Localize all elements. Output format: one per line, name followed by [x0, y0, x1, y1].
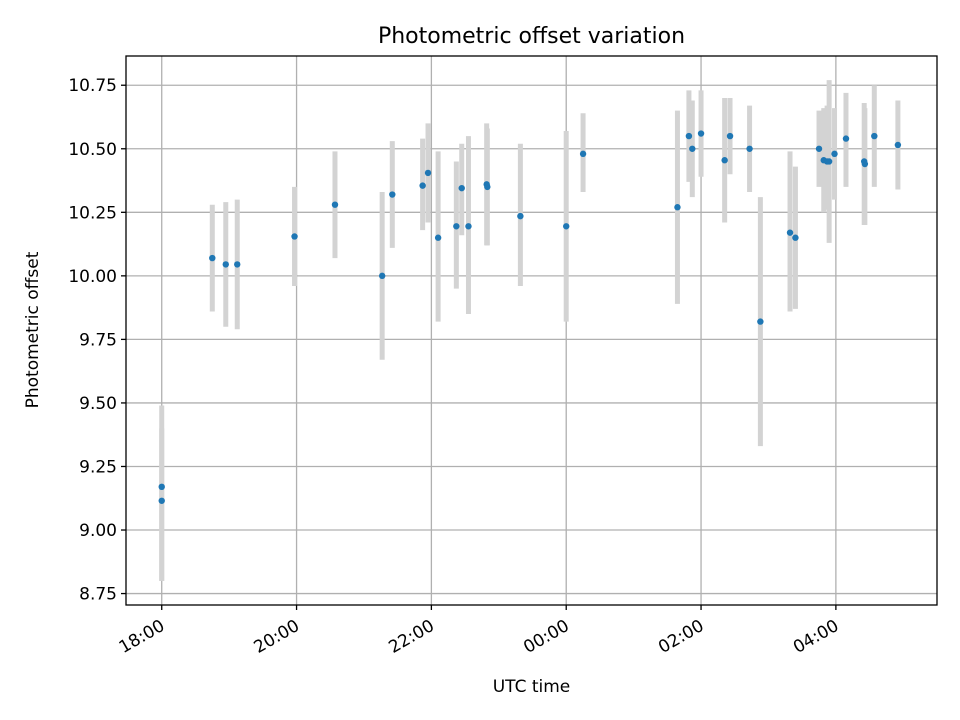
data-point [685, 132, 693, 140]
y-tick-label: 9.50 [79, 394, 117, 414]
data-point [484, 183, 491, 191]
data-point [465, 223, 472, 230]
data-point [331, 201, 339, 208]
data-point [209, 254, 216, 262]
data-point [453, 223, 460, 230]
data-points [158, 130, 902, 504]
data-point [291, 233, 298, 240]
data-point [419, 182, 426, 189]
data-point [434, 234, 442, 241]
data-point [871, 132, 878, 140]
y-tick-label: 9.00 [79, 521, 117, 541]
data-point [378, 272, 386, 280]
data-point [517, 212, 524, 220]
data-point [424, 169, 432, 177]
y-axis-label: Photometric offset [23, 251, 43, 408]
data-point [746, 145, 753, 152]
data-point [815, 145, 823, 152]
data-point [579, 150, 587, 158]
data-point [861, 160, 869, 168]
y-tick-label: 8.75 [79, 585, 117, 605]
data-point [721, 157, 728, 164]
data-point [222, 261, 229, 268]
x-axis-label: UTC time [493, 677, 571, 697]
y-tick-label: 10.00 [68, 267, 117, 287]
data-point [726, 132, 734, 140]
data-point [389, 191, 396, 198]
data-point [689, 145, 696, 152]
y-tick-label: 10.75 [68, 76, 117, 96]
data-point [234, 261, 241, 268]
data-point [458, 184, 465, 192]
data-point [825, 158, 833, 165]
data-point [786, 229, 794, 236]
y-tick-label: 10.50 [68, 140, 117, 160]
data-point [842, 135, 850, 142]
data-point [757, 318, 764, 325]
data-point [674, 204, 681, 211]
data-point [158, 483, 165, 491]
data-point [831, 150, 838, 158]
data-point [792, 234, 799, 241]
chart-title: Photometric offset variation [378, 24, 685, 49]
y-axis-ticks: 8.75 9.00 9.25 9.50 9.75 10.00 10.25 10.50 10.75 [68, 76, 126, 605]
data-point [894, 141, 902, 149]
y-tick-label: 9.75 [79, 330, 117, 350]
data-point [563, 223, 570, 230]
plot-frame [125, 55, 938, 606]
data-point [158, 497, 165, 504]
y-tick-label: 10.25 [68, 203, 117, 223]
y-tick-label: 9.25 [79, 457, 117, 477]
data-point [697, 130, 705, 137]
